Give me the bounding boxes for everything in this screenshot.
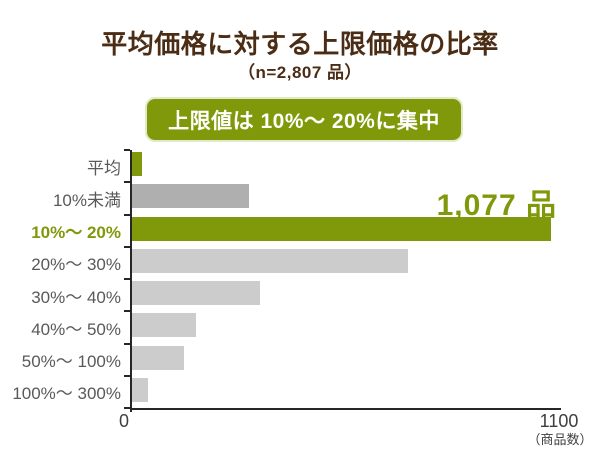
category-label: 10%〜 20% — [31, 223, 121, 243]
bar — [132, 377, 148, 402]
y-axis-tick — [124, 213, 130, 216]
bar — [132, 248, 409, 273]
callout-badge: 上限値は 10%〜 20%に集中 — [145, 97, 463, 142]
bar-row — [132, 344, 560, 376]
chart-title: 平均価格に対する上限価格の比率 — [101, 29, 499, 59]
bar — [132, 281, 261, 305]
bar-row — [132, 376, 560, 408]
bar-rows — [132, 150, 560, 408]
callout-text: 上限値は 10%〜 20%に集中 — [168, 109, 440, 133]
category-label: 40%〜 50% — [31, 319, 121, 339]
category-label: 10%未満 — [52, 190, 121, 210]
chart-subtitle: （n=2,807 品） — [237, 63, 363, 82]
y-axis-tick — [124, 374, 130, 377]
bar — [132, 345, 184, 370]
bar — [132, 152, 142, 176]
y-axis-tick — [124, 245, 130, 248]
bar-row — [132, 215, 560, 247]
category-labels: 平均 10%未満 10%〜 20% 20%〜 30% 30%〜 40% 40%〜 50% 5… — [0, 150, 126, 408]
bar — [132, 216, 552, 241]
y-axis-tick — [124, 278, 130, 280]
bar-row — [132, 279, 560, 311]
category-label: 50%〜 100% — [21, 352, 121, 372]
y-axis-tick — [124, 407, 130, 409]
category-label: 30%〜 40% — [31, 287, 121, 307]
y-axis-line — [130, 150, 132, 412]
x-axis-unit-label: （商品数） — [527, 432, 593, 447]
highlight-value-label: 1,077 品 — [436, 189, 557, 222]
x-axis-min-label: 0 — [118, 411, 129, 431]
bar — [132, 313, 197, 338]
y-axis-tick — [124, 310, 130, 313]
y-axis-tick — [124, 149, 130, 151]
x-axis-line — [130, 408, 561, 410]
bar-row — [132, 247, 560, 279]
bar-row — [132, 182, 560, 214]
category-label: 20%〜 30% — [31, 255, 121, 275]
bar — [132, 184, 249, 209]
y-axis-tick — [124, 342, 130, 345]
plot-area: 1,077 品 — [124, 149, 560, 409]
y-axis-tick — [124, 181, 130, 184]
category-label: 100%〜 300% — [12, 384, 121, 404]
x-axis-max-label: 1100 — [539, 411, 579, 431]
category-label: 平均 — [87, 158, 121, 178]
bar-row — [132, 150, 560, 182]
bar-row — [132, 311, 560, 343]
